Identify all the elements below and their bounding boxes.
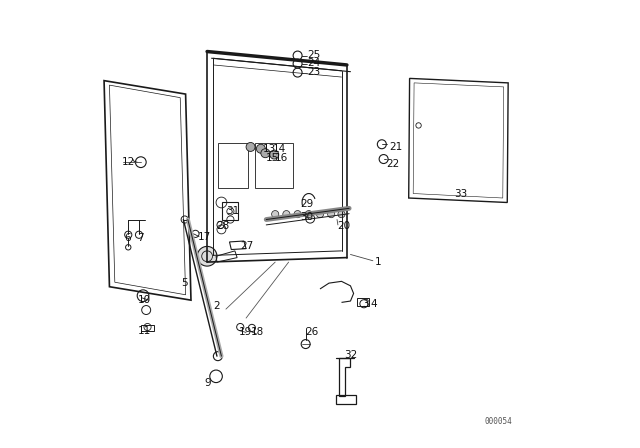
- Circle shape: [270, 150, 279, 159]
- Circle shape: [316, 211, 324, 218]
- Text: 5: 5: [181, 278, 188, 288]
- Text: 18: 18: [251, 327, 264, 337]
- Text: 11: 11: [138, 326, 151, 336]
- Text: 6: 6: [124, 233, 131, 243]
- Text: 15: 15: [266, 153, 280, 163]
- Text: 32: 32: [345, 350, 358, 360]
- Text: 4: 4: [370, 299, 377, 309]
- Text: 2: 2: [213, 301, 220, 310]
- Circle shape: [261, 149, 270, 158]
- Text: 25: 25: [307, 50, 321, 60]
- Text: 20: 20: [337, 221, 350, 231]
- Text: 13: 13: [262, 144, 276, 154]
- Text: 27: 27: [240, 241, 253, 250]
- Text: 33: 33: [454, 189, 468, 198]
- Text: 24: 24: [307, 58, 321, 68]
- Text: 3: 3: [362, 299, 369, 309]
- Text: 19: 19: [239, 327, 252, 337]
- Circle shape: [197, 246, 217, 266]
- Circle shape: [257, 144, 266, 153]
- Text: 9: 9: [205, 378, 211, 388]
- Text: 000054: 000054: [485, 418, 513, 426]
- Text: 23: 23: [307, 67, 321, 77]
- Text: 12: 12: [122, 157, 135, 167]
- Text: 30: 30: [300, 212, 313, 222]
- Text: 1: 1: [374, 257, 381, 267]
- Circle shape: [271, 211, 279, 218]
- Text: 21: 21: [389, 142, 403, 152]
- Text: 17: 17: [198, 233, 211, 242]
- Text: 14: 14: [273, 144, 286, 154]
- Text: 10: 10: [138, 295, 151, 305]
- Text: 29: 29: [300, 199, 313, 209]
- Circle shape: [338, 211, 345, 218]
- Text: 28: 28: [216, 221, 229, 231]
- Circle shape: [246, 142, 255, 151]
- Text: 26: 26: [306, 327, 319, 337]
- Text: 31: 31: [226, 207, 239, 216]
- Circle shape: [328, 211, 335, 218]
- Text: 22: 22: [387, 159, 399, 168]
- Circle shape: [294, 211, 301, 218]
- Text: 16: 16: [275, 153, 289, 163]
- Text: 7: 7: [137, 233, 144, 243]
- Circle shape: [305, 211, 312, 218]
- Circle shape: [283, 211, 290, 218]
